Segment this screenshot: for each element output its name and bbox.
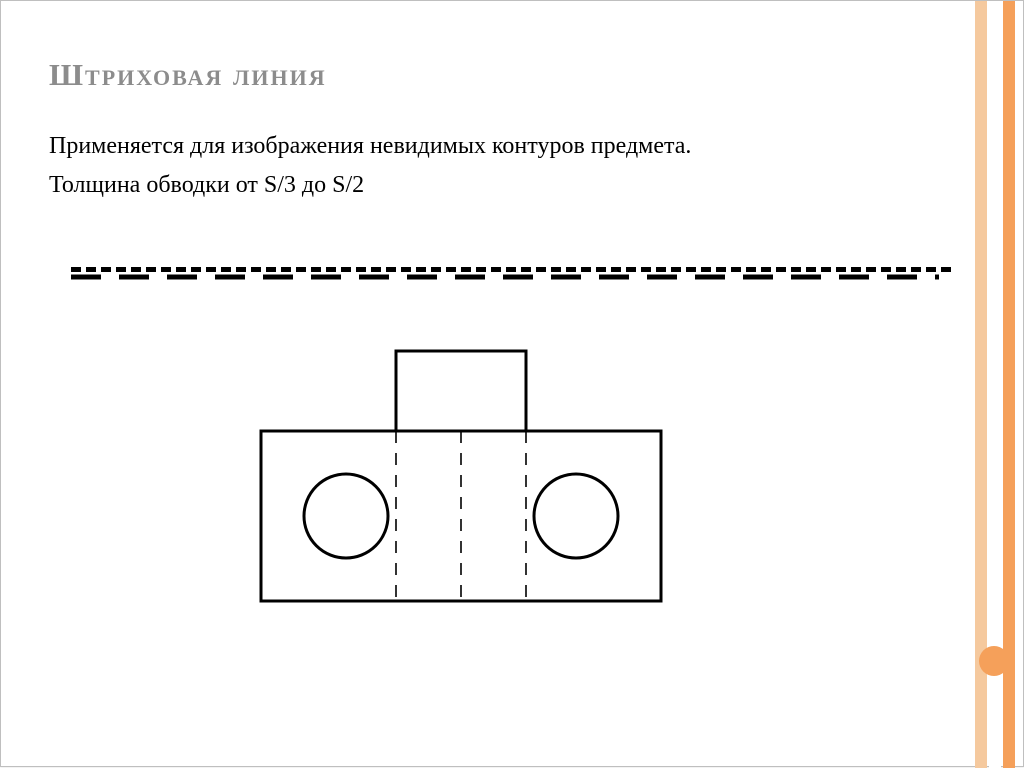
technical-figure [231,341,691,641]
body-line-2: Толщина обводки от S/3 до S/2 [49,168,929,203]
slide-title: Штриховая линия [49,57,327,93]
fig-left-hole [304,474,388,558]
fig-right-hole [534,474,618,558]
accent-dot [979,646,1009,676]
body-line-1: Применяется для изображения невидимых ко… [49,129,929,164]
dashed-line-sample [71,267,951,272]
fig-top-block [396,351,526,431]
slide-body: Применяется для изображения невидимых ко… [49,129,929,207]
slide: Штриховая линия Применяется для изображе… [0,0,1024,767]
